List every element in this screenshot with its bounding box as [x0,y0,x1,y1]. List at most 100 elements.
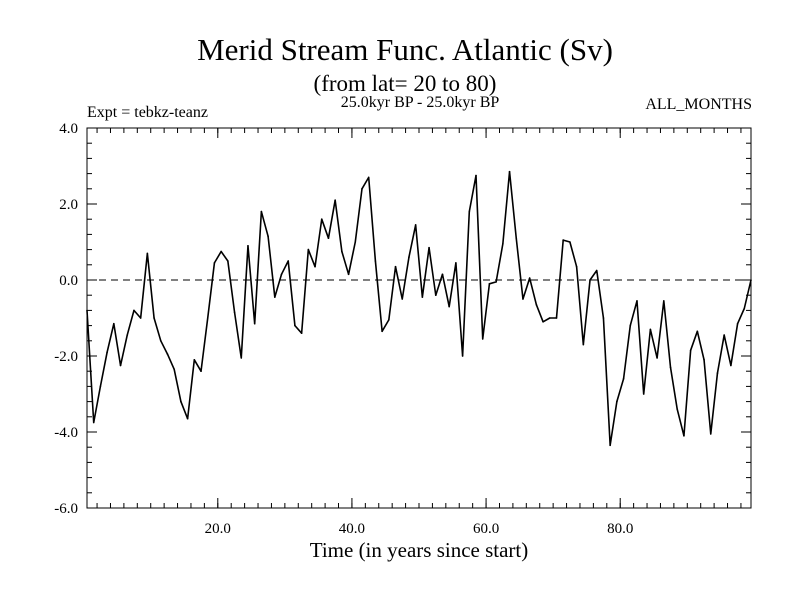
x-tick-label: 60.0 [473,521,499,537]
data-point [448,305,450,308]
data-point [736,322,739,325]
y-tick-label: 2.0 [59,197,78,213]
data-point [327,237,330,239]
data-point [307,248,310,251]
data-point [314,265,316,268]
data-point [334,199,336,201]
data-point [381,330,383,333]
data-point [716,372,719,374]
data-point [99,385,102,388]
data-point [394,265,397,268]
data-point [602,317,605,319]
data-point [173,368,175,371]
data-point [408,256,410,259]
data-point [133,309,135,312]
data-point [401,298,404,300]
data-point [515,237,518,239]
data-point [421,296,424,298]
data-point [434,294,437,297]
data-point [589,279,591,281]
data-point [200,370,202,373]
data-point [609,444,611,447]
data-point [555,317,558,319]
series-line [86,170,752,447]
data-point [213,262,216,264]
data-point [495,281,497,283]
data-point [689,349,692,352]
data-point [548,317,551,319]
data-point [468,210,471,213]
data-point [260,210,263,213]
data-point [669,366,672,369]
data-point [320,218,323,220]
data-point [461,355,464,357]
data-point [528,277,531,279]
data-point [367,176,370,179]
data-point [502,243,504,245]
data-point [616,400,618,403]
series-points [86,170,752,447]
data-point [535,303,538,306]
data-point [656,357,658,359]
data-point [455,262,457,264]
data-point [569,241,571,243]
major-ticks [87,127,751,509]
data-point [267,235,269,238]
data-point [227,260,229,262]
data-point [153,317,155,319]
data-point [253,322,256,325]
data-point [696,330,699,333]
data-point [488,283,491,285]
x-axis-label: Time (in years since start) [310,538,529,562]
data-point [139,317,142,319]
x-tick-label: 40.0 [339,521,365,537]
data-point [703,359,705,361]
data-point [247,245,249,247]
data-point [683,435,685,437]
data-point [562,239,564,241]
data-point [414,224,417,226]
period-label: 25.0kyr BP - 25.0kyr BP [341,94,500,111]
data-point [233,311,236,314]
y-tick-label: -4.0 [54,425,78,441]
data-point [106,351,108,354]
data-point [642,393,645,395]
data-point [341,250,343,253]
data-point [441,273,444,276]
data-point [676,408,679,411]
data-point [347,273,350,276]
data-point [92,421,95,424]
data-point [374,260,377,262]
data-point [86,309,88,312]
data-point [508,170,511,173]
all-months-label: ALL_MONTHS [645,96,752,113]
y-axis-tick-labels: -6.0 -4.0 -2.0 0.0 2.0 4.0 [54,121,78,517]
y-tick-label: -2.0 [54,349,78,365]
data-point [119,364,122,367]
minor-ticks [87,128,751,508]
data-point [542,321,544,323]
data-point [723,334,725,336]
data-point [126,334,129,336]
data-point [146,252,149,255]
data-point [622,378,625,380]
data-point [663,300,665,302]
data-point [636,300,638,302]
data-point [361,188,363,190]
data-point [595,269,598,272]
y-tick-label: 0.0 [59,273,78,289]
expt-label: Expt = tebkz-teanz [87,104,208,121]
data-point [481,338,484,340]
data-point [709,433,712,435]
data-point [186,417,189,420]
data-point [522,298,524,300]
y-tick-label: 4.0 [59,121,78,137]
data-point [280,273,283,276]
chart-title: Merid Stream Func. Atlantic (Sv) [197,32,613,67]
data-point [113,322,115,325]
data-point [629,324,632,327]
plot-frame [86,127,752,509]
data-point [750,279,752,281]
